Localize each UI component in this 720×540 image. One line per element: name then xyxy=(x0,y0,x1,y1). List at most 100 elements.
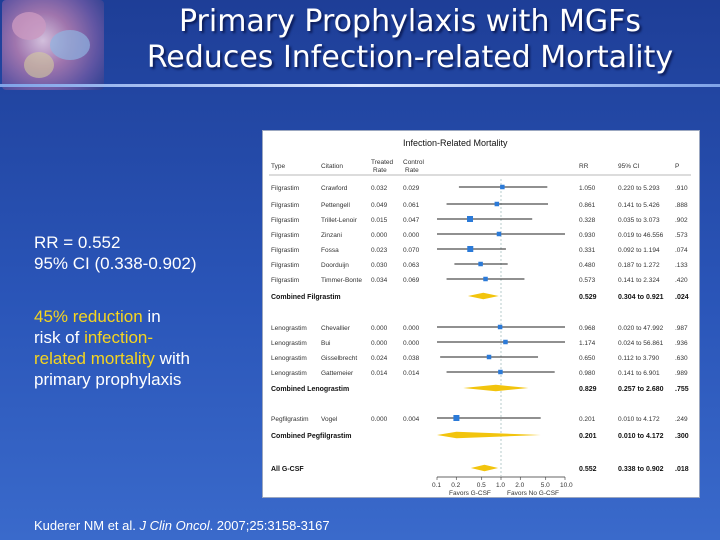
rr-value-line: RR = 0.552 xyxy=(34,233,121,252)
column-header: RR xyxy=(579,163,589,170)
x-tick-label: 0.2 xyxy=(451,482,460,489)
effect-marker xyxy=(497,324,503,330)
rr-value: 1.174 xyxy=(579,340,596,347)
control-rate: 0.069 xyxy=(403,277,420,284)
rr-value: 0.331 xyxy=(579,247,596,254)
row-citation: Crawford xyxy=(321,185,348,192)
rr-value: 0.968 xyxy=(579,325,596,332)
combined-label: Combined Filgrastim xyxy=(271,294,341,301)
reduction-text-2: risk of xyxy=(34,328,85,347)
citation: Kuderer NM et al. J Clin Oncol. 2007;25:… xyxy=(34,518,330,533)
ci-value: 0.304 to 0.921 xyxy=(618,294,664,301)
row-citation: Doorduijn xyxy=(321,262,349,269)
row-type: Filgrastim xyxy=(271,217,299,224)
ci-value: 0.141 to 6.901 xyxy=(618,370,660,377)
title-divider xyxy=(0,84,720,87)
effect-marker xyxy=(486,354,492,360)
column-header: Type xyxy=(271,163,285,170)
favors-left-label: Favors G-CSF xyxy=(449,490,491,497)
rr-value: 0.529 xyxy=(579,294,597,301)
rr-value: 0.829 xyxy=(579,386,597,393)
logo-image xyxy=(2,0,104,90)
p-value: .987 xyxy=(675,325,688,332)
effect-marker xyxy=(453,415,460,421)
combined-label: Combined Pegfilgrastim xyxy=(271,433,352,440)
row-type: Filgrastim xyxy=(271,202,299,209)
reduction-text-4: primary prophylaxis xyxy=(34,370,182,389)
rr-value: 0.552 xyxy=(579,466,597,473)
ci-value-line: 95% CI (0.338-0.902) xyxy=(34,254,197,273)
rr-value: 0.328 xyxy=(579,217,596,224)
title-line-2: Reduces Infection-related Mortality xyxy=(146,40,674,75)
ci-value: 0.010 to 4.172 xyxy=(618,416,660,423)
chart-title: Infection-Related Mortality xyxy=(403,138,508,148)
effect-marker xyxy=(503,339,508,345)
control-rate: 0.070 xyxy=(403,247,420,254)
p-value: .133 xyxy=(675,262,688,269)
control-rate: 0.047 xyxy=(403,217,420,224)
treated-rate: 0.000 xyxy=(371,416,388,423)
row-citation: Chevallier xyxy=(321,325,351,332)
ci-value: 0.257 to 2.680 xyxy=(618,386,664,393)
column-header: Treated xyxy=(371,159,394,166)
effect-marker xyxy=(467,246,474,252)
ci-value: 0.024 to 56.861 xyxy=(618,340,664,347)
p-value: .018 xyxy=(675,466,689,473)
treated-rate: 0.023 xyxy=(371,247,388,254)
row-citation: Zinzani xyxy=(321,232,342,239)
ci-value: 0.020 to 47.992 xyxy=(618,325,664,332)
treated-rate: 0.000 xyxy=(371,325,388,332)
x-tick-label: 2.0 xyxy=(515,482,524,489)
ci-value: 0.010 to 4.172 xyxy=(618,433,664,440)
slide-title: Primary Prophylaxis with MGFs Reduces In… xyxy=(110,4,710,76)
p-value: .910 xyxy=(675,185,688,192)
summary-diamond xyxy=(470,464,499,472)
rr-value: 0.650 xyxy=(579,355,596,362)
column-header: 95% CI xyxy=(618,163,640,170)
ci-value: 0.141 to 2.324 xyxy=(618,277,660,284)
favors-right-label: Favors No G-CSF xyxy=(507,490,559,497)
infection-highlight: infection- xyxy=(84,328,154,347)
p-value: .630 xyxy=(675,355,688,362)
p-value: .420 xyxy=(675,277,688,284)
combined-label: All G-CSF xyxy=(271,466,304,473)
treated-rate: 0.030 xyxy=(371,262,388,269)
treated-rate: 0.034 xyxy=(371,277,388,284)
control-rate: 0.000 xyxy=(403,325,420,332)
row-type: Lenograstim xyxy=(271,370,307,377)
citation-authors: Kuderer NM et al. xyxy=(34,518,140,533)
row-type: Lenograstim xyxy=(271,355,307,362)
row-type: Filgrastim xyxy=(271,185,299,192)
row-citation: Fossa xyxy=(321,247,339,254)
row-type: Filgrastim xyxy=(271,262,299,269)
rr-value: 1.050 xyxy=(579,185,596,192)
p-value: .936 xyxy=(675,340,688,347)
treated-rate: 0.024 xyxy=(371,355,388,362)
p-value: .024 xyxy=(675,294,689,301)
ci-value: 0.187 to 1.272 xyxy=(618,262,660,269)
effect-marker xyxy=(478,261,483,267)
ci-value: 0.035 to 3.073 xyxy=(618,217,660,224)
treated-rate: 0.049 xyxy=(371,202,388,209)
column-header: P xyxy=(675,163,679,170)
citation-journal: J Clin Oncol xyxy=(139,518,210,533)
rr-value: 0.930 xyxy=(579,232,596,239)
rr-value: 0.201 xyxy=(579,416,596,423)
effect-marker xyxy=(483,276,488,282)
row-type: Pegfilgrastim xyxy=(271,416,309,423)
p-value: .249 xyxy=(675,416,688,423)
control-rate: 0.004 xyxy=(403,416,420,423)
row-type: Filgrastim xyxy=(271,232,299,239)
forest-plot-svg: Infection-Related Mortality Type Citation T… xyxy=(269,138,691,497)
treated-rate: 0.015 xyxy=(371,217,388,224)
column-header: Control xyxy=(403,159,425,166)
reduction-summary: 45% reduction in risk of infection- rela… xyxy=(34,306,264,390)
row-citation: Timmer-Bonte xyxy=(321,277,362,284)
rr-value: 0.573 xyxy=(579,277,596,284)
column-header-unit: Rate xyxy=(373,167,387,174)
effect-marker xyxy=(500,184,505,190)
row-citation: Gattemeier xyxy=(321,370,354,377)
effect-marker xyxy=(494,201,500,207)
control-rate: 0.063 xyxy=(403,262,420,269)
